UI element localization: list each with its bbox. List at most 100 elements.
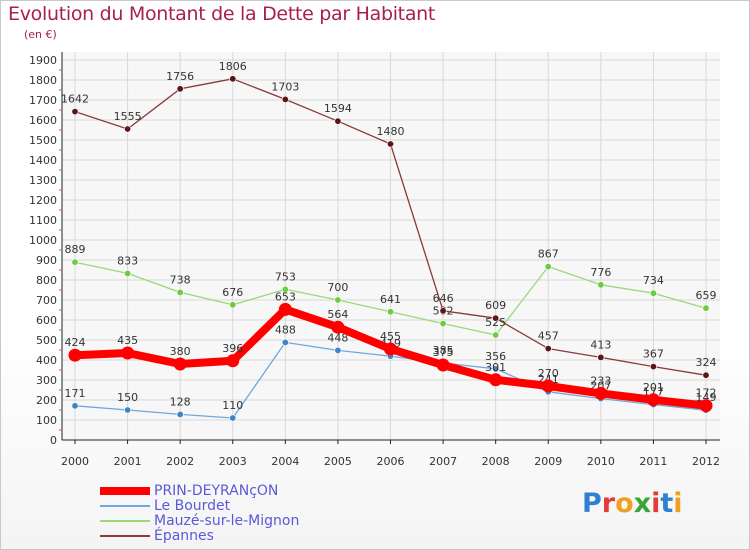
point-prin-deyran-on-2011 (646, 393, 660, 407)
x-tick-label-2002: 2002 (166, 455, 194, 468)
point-mauz-sur-le-mignon-2007 (439, 320, 447, 328)
y-tick-label-1500: 1500 (29, 134, 57, 147)
point-le-bourdet-2000 (71, 402, 79, 410)
data-label-prin-deyran-on-2006: 455 (380, 330, 401, 343)
point-le-bourdet-2008 (492, 365, 500, 373)
point-prin-deyran-on-2012 (699, 399, 713, 413)
y-tick-label-1800: 1800 (29, 74, 57, 87)
data-label--pannes-2002: 1756 (166, 70, 194, 83)
data-label-mauz-sur-le-mignon-2006: 641 (380, 293, 401, 306)
data-label-mauz-sur-le-mignon-2005: 700 (327, 281, 348, 294)
data-label--pannes-2003: 1806 (219, 60, 247, 73)
data-label--pannes-2001: 1555 (114, 110, 142, 123)
point-prin-deyran-on-2001 (121, 346, 135, 360)
data-label-le-bourdet-2001: 150 (117, 391, 138, 404)
data-label--pannes-2010: 413 (590, 338, 611, 351)
point--pannes-2002 (176, 85, 184, 93)
point-prin-deyran-on-2010 (594, 386, 608, 400)
data-label-mauz-sur-le-mignon-2004: 753 (275, 270, 296, 283)
point--pannes-2009 (544, 345, 552, 353)
legend-label-epannes: Épannes (154, 528, 214, 544)
legend-swatch-prin-deyrancon (100, 487, 150, 495)
point-mauz-sur-le-mignon-2009 (544, 263, 552, 271)
legend-label-le-bourdet: Le Bourdet (154, 498, 231, 514)
point-mauz-sur-le-mignon-2003 (229, 301, 237, 309)
y-tick-label-900: 900 (36, 254, 57, 267)
point-prin-deyran-on-2004 (278, 302, 292, 316)
x-tick-label-2001: 2001 (114, 455, 142, 468)
legend-swatch-mauze (100, 520, 150, 522)
data-label--pannes-2000: 1642 (61, 93, 89, 106)
data-label-mauz-sur-le-mignon-2009: 867 (538, 248, 559, 261)
legend-swatch-le-bourdet (100, 505, 150, 507)
data-label-le-bourdet-2012: 149 (696, 391, 717, 404)
point--pannes-2000 (71, 108, 79, 116)
y-tick-label-700: 700 (36, 294, 57, 307)
y-tick-label-1200: 1200 (29, 194, 57, 207)
legend-label-prin-deyrancon: PRIN-DEYRANçON (154, 483, 279, 499)
chart-subtitle: (en €) (24, 28, 57, 41)
legend-swatch-epannes (100, 535, 150, 537)
data-label-le-bourdet-2002: 128 (170, 395, 191, 408)
data-label-prin-deyran-on-2009: 270 (538, 367, 559, 380)
data-label-le-bourdet-2008: 356 (485, 350, 506, 363)
point-mauz-sur-le-mignon-2010 (597, 281, 605, 289)
data-label--pannes-2005: 1594 (324, 102, 352, 115)
point--pannes-2001 (124, 125, 132, 133)
proxiti-logo: Proxiti (582, 488, 683, 519)
x-tick-label-2008: 2008 (482, 455, 510, 468)
point-prin-deyran-on-2002 (173, 357, 187, 371)
x-tick-label-2012: 2012 (692, 455, 720, 468)
y-tick-label-0: 0 (50, 434, 57, 447)
data-label--pannes-2011: 367 (643, 348, 664, 361)
point-prin-deyran-on-2005 (331, 320, 345, 334)
legend-item-epannes: Épannes (100, 529, 360, 544)
point-mauz-sur-le-mignon-2004 (281, 285, 289, 293)
data-label-prin-deyran-on-2008: 301 (485, 361, 506, 374)
y-tick-label-400: 400 (36, 354, 57, 367)
y-tick-label-1300: 1300 (29, 174, 57, 187)
data-label-le-bourdet-2000: 171 (65, 387, 86, 400)
data-label-mauz-sur-le-mignon-2012: 659 (696, 289, 717, 302)
data-label-le-bourdet-2007: 385 (433, 344, 454, 357)
data-label--pannes-2012: 324 (696, 356, 717, 369)
y-tick-label-1700: 1700 (29, 94, 57, 107)
x-tick-label-2009: 2009 (534, 455, 562, 468)
y-tick-label-100: 100 (36, 414, 57, 427)
data-label--pannes-2008: 609 (485, 299, 506, 312)
point-mauz-sur-le-mignon-2001 (124, 269, 132, 277)
data-label-mauz-sur-le-mignon-2008: 525 (485, 316, 506, 329)
x-tick-label-2007: 2007 (429, 455, 457, 468)
point-mauz-sur-le-mignon-2006 (386, 308, 394, 316)
y-tick-label-600: 600 (36, 314, 57, 327)
y-tick-label-1600: 1600 (29, 114, 57, 127)
legend-label-mauze: Mauzé-sur-le-Mignon (154, 513, 300, 529)
data-label-le-bourdet-2005: 448 (327, 331, 348, 344)
data-label-prin-deyran-on-2001: 435 (117, 334, 138, 347)
x-tick-label-2010: 2010 (587, 455, 615, 468)
data-label--pannes-2004: 1703 (271, 80, 299, 93)
data-label-prin-deyran-on-2003: 396 (222, 342, 243, 355)
y-tick-label-1000: 1000 (29, 234, 57, 247)
point-prin-deyran-on-2007 (436, 358, 450, 372)
point--pannes-2010 (597, 353, 605, 361)
data-label-prin-deyran-on-2004: 653 (275, 290, 296, 303)
legend-item-prin-deyrancon: PRIN-DEYRANçON (100, 484, 360, 499)
point-mauz-sur-le-mignon-2011 (649, 289, 657, 297)
data-label-prin-deyran-on-2002: 380 (170, 345, 191, 358)
point-prin-deyran-on-2003 (226, 354, 240, 368)
data-label-prin-deyran-on-2000: 424 (65, 336, 86, 349)
point-mauz-sur-le-mignon-2005 (334, 296, 342, 304)
point--pannes-2005 (334, 117, 342, 125)
point-prin-deyran-on-2008 (489, 373, 503, 387)
point--pannes-2004 (281, 95, 289, 103)
point-le-bourdet-2005 (334, 346, 342, 354)
data-label--pannes-2006: 1480 (377, 125, 405, 138)
data-label-le-bourdet-2004: 488 (275, 323, 296, 336)
data-label-mauz-sur-le-mignon-2002: 738 (170, 273, 191, 286)
point-prin-deyran-on-2009 (541, 379, 555, 393)
x-tick-label-2000: 2000 (61, 455, 89, 468)
point-le-bourdet-2003 (229, 414, 237, 422)
data-label-mauz-sur-le-mignon-2003: 676 (222, 286, 243, 299)
chart-title: Evolution du Montant de la Dette par Hab… (8, 3, 436, 25)
